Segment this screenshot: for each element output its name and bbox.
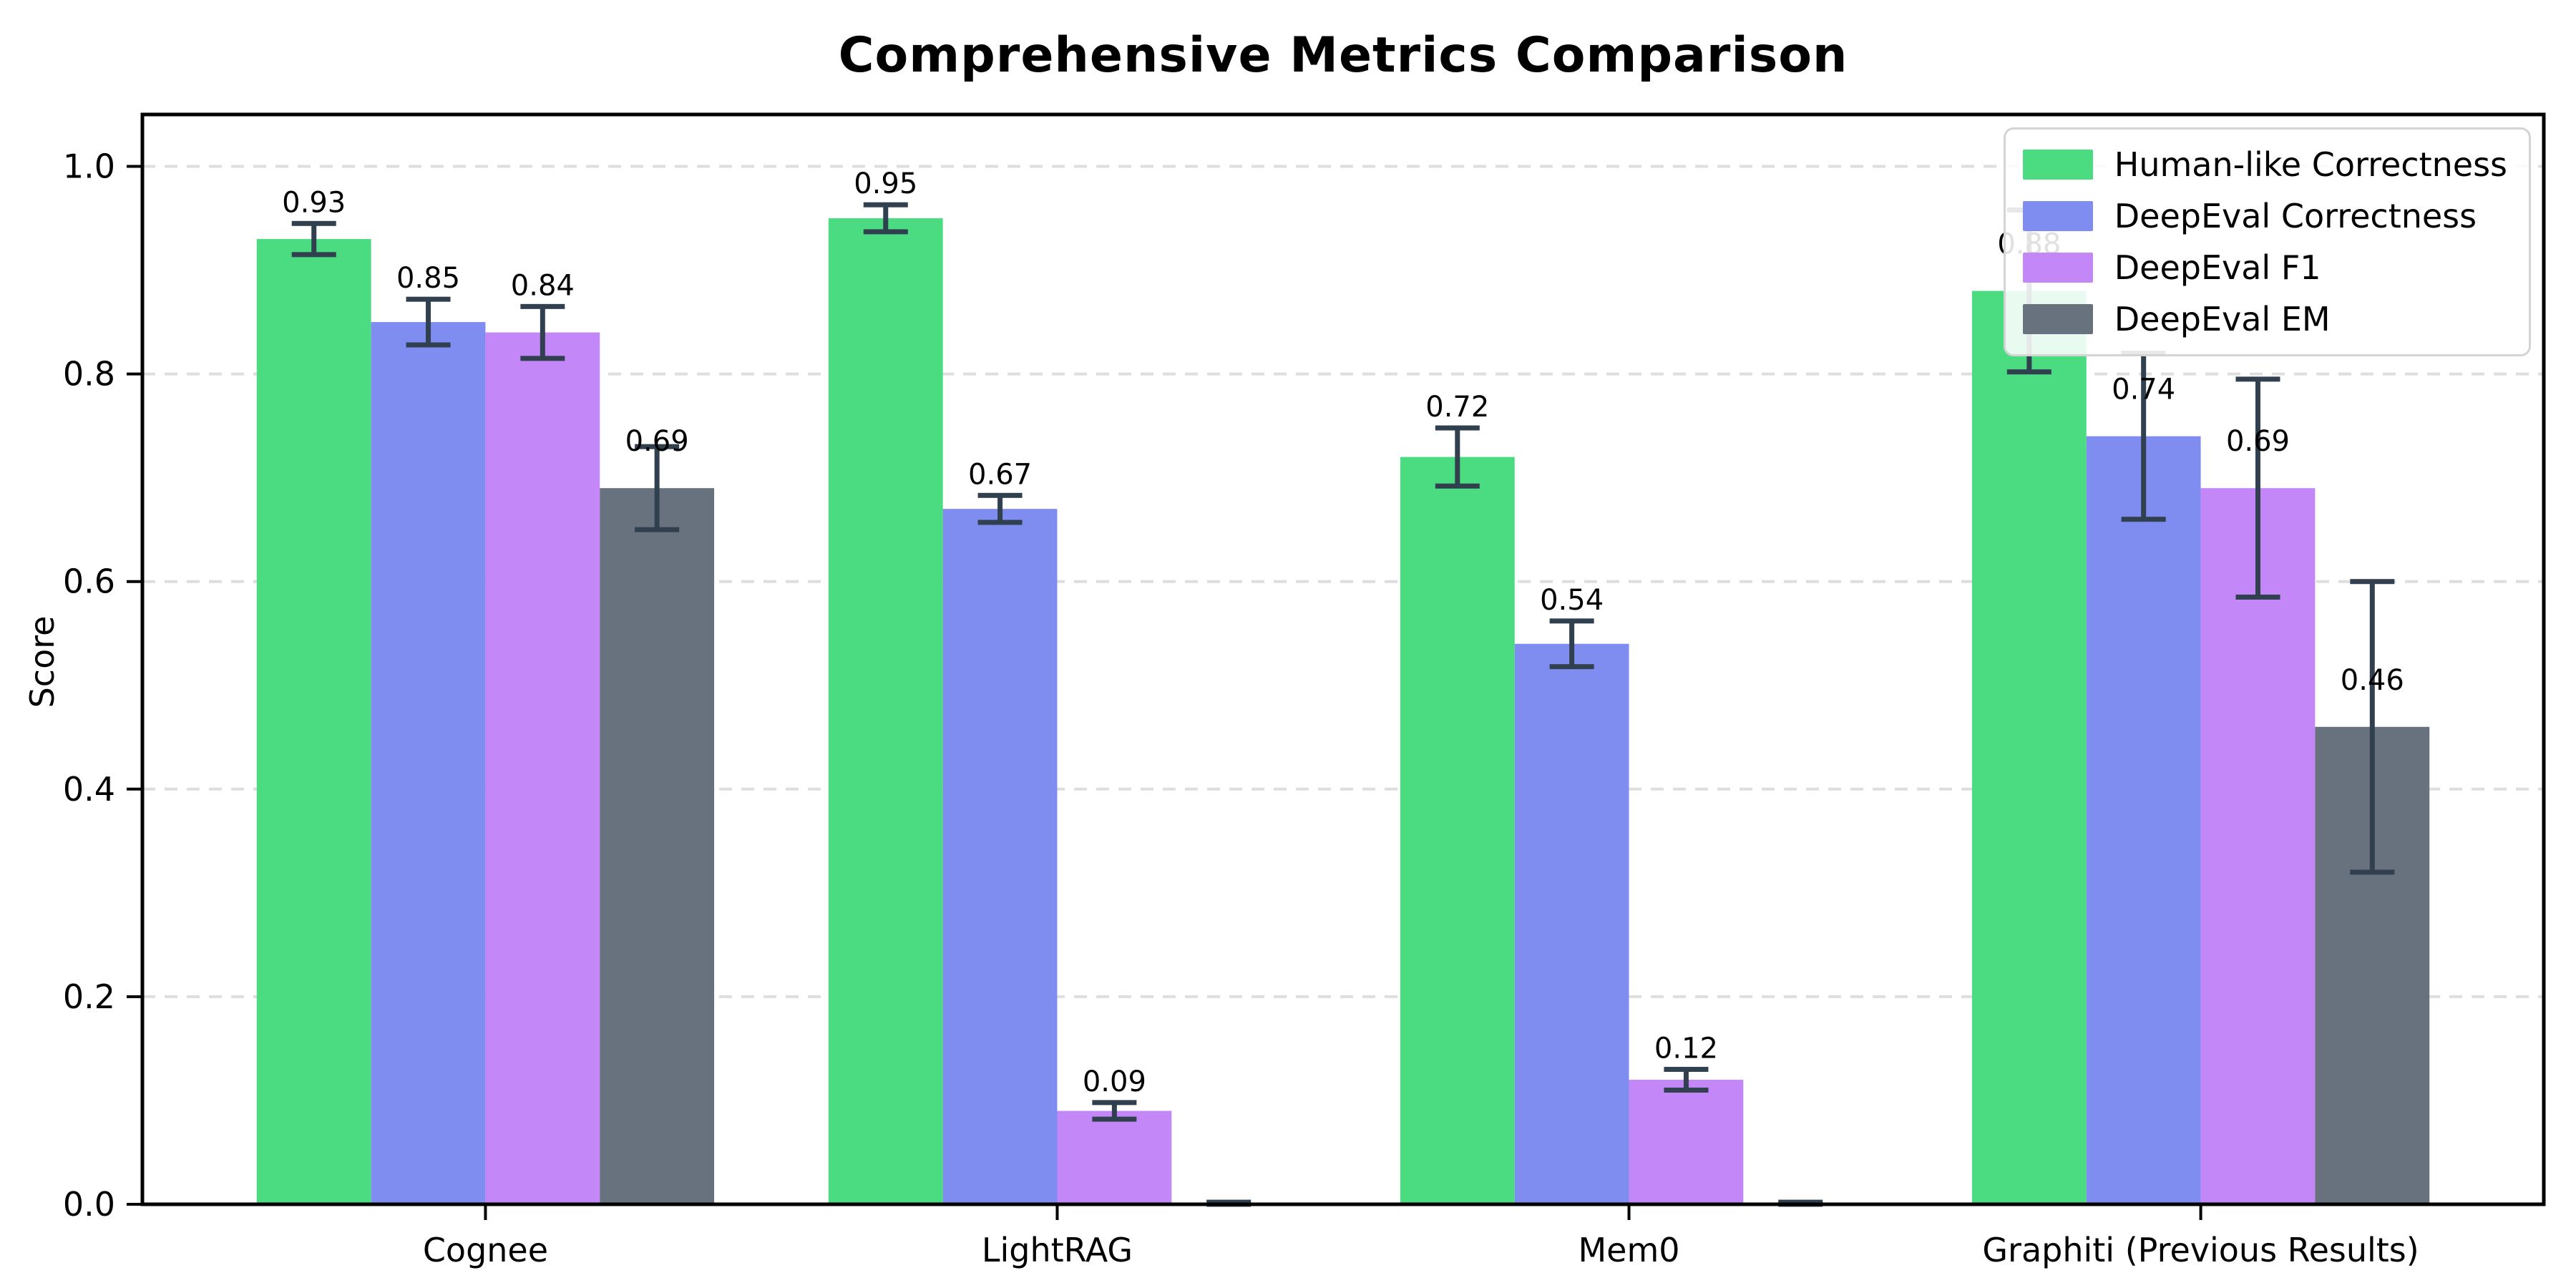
chart-title: Comprehensive Metrics Comparison xyxy=(838,27,1848,84)
legend-swatch-icon xyxy=(2022,253,2093,283)
error-bar-cap-top xyxy=(1549,618,1594,624)
error-bar-cap-top xyxy=(1092,1100,1137,1106)
x-category-label: Mem0 xyxy=(1578,1231,1679,1269)
bar-value-label: 0.54 xyxy=(1540,584,1604,617)
legend-swatch-icon xyxy=(2022,304,2093,334)
error-bar-cap-bottom xyxy=(520,356,565,361)
bar xyxy=(828,218,943,1204)
plot-border xyxy=(140,112,2546,1206)
bar-value-label: 0.69 xyxy=(625,425,689,458)
bar-value-label: 0.85 xyxy=(396,262,460,295)
error-bar-cap-top xyxy=(863,202,908,208)
legend-label: DeepEval EM xyxy=(2114,300,2331,338)
legend: Human-like Correctness DeepEval Correctne… xyxy=(2003,127,2531,356)
bar-value-label: 0.93 xyxy=(282,186,346,219)
error-bar-cap-top xyxy=(977,492,1023,498)
error-bar-cap-bottom xyxy=(2006,369,2051,375)
bar xyxy=(485,332,600,1205)
error-bar-cap-top xyxy=(2235,376,2280,382)
bar xyxy=(600,488,715,1204)
y-tick-label: 0.8 xyxy=(63,355,115,394)
bars-layer xyxy=(256,218,2430,1205)
legend-swatch-icon xyxy=(2022,150,2093,180)
legend-item: DeepEval Correctness xyxy=(2022,195,2507,237)
error-bar-cap-bottom xyxy=(291,252,336,258)
legend-swatch-icon xyxy=(2022,201,2093,231)
y-tick-label: 0.2 xyxy=(63,977,115,1016)
bar-value-label: 0.72 xyxy=(1425,391,1489,424)
error-bar-cap-bottom xyxy=(1435,483,1480,489)
bar-value-label: 0.67 xyxy=(968,458,1032,491)
x-category-label: Graphiti (Previous Results) xyxy=(1982,1231,2419,1269)
bar xyxy=(942,509,1058,1204)
error-bar-cap-bottom xyxy=(1549,664,1594,670)
y-tick-label: 0.4 xyxy=(63,770,115,809)
error-bar-cap-top xyxy=(1664,1066,1709,1072)
bar xyxy=(2086,436,2201,1204)
legend-label: Human-like Correctness xyxy=(2114,145,2507,184)
x-category-label: Cognee xyxy=(423,1231,548,1269)
error-bar-cap-top xyxy=(291,220,336,226)
bar xyxy=(2200,488,2316,1204)
bar-value-label: 0.69 xyxy=(2226,425,2290,458)
error-bar-cap-bottom xyxy=(2350,869,2395,875)
y-tick-label: 0.0 xyxy=(63,1185,115,1224)
error-bar-cap-bottom xyxy=(1092,1116,1137,1122)
error-bar-cap-bottom xyxy=(977,519,1023,525)
legend-item: Human-like Correctness xyxy=(2022,144,2507,185)
bar xyxy=(1629,1079,1744,1204)
bar-value-label: 0.95 xyxy=(854,167,917,200)
error-bar-cap-bottom xyxy=(406,342,451,348)
axes-layer: 0.0 0.2 0.4 0.6 0.8 1.0 Cognee LightRAG Mem0 Grap… xyxy=(63,112,2546,1269)
error-bar-cap-bottom xyxy=(1664,1087,1709,1093)
error-bar-cap-top xyxy=(1435,425,1480,431)
error-bar-cap-bottom xyxy=(2121,517,2166,522)
bar xyxy=(1057,1111,1172,1204)
bar-value-label: 0.46 xyxy=(2341,664,2404,697)
bar-value-label: 0.09 xyxy=(1083,1065,1146,1098)
legend-label: DeepEval Correctness xyxy=(2114,197,2477,235)
legend-item: DeepEval EM xyxy=(2022,298,2507,340)
bar xyxy=(1514,643,1629,1204)
y-tick-label: 1.0 xyxy=(63,147,115,186)
error-bar-cap-top xyxy=(406,296,451,302)
x-category-label: LightRAG xyxy=(982,1231,1133,1269)
bar xyxy=(371,322,486,1205)
y-tick-label: 0.6 xyxy=(63,562,115,601)
error-bar-cap-bottom xyxy=(2235,594,2280,600)
error-bar-cap-top xyxy=(2350,579,2395,585)
bar-value-label: 0.84 xyxy=(511,269,575,302)
bar-value-label: 0.12 xyxy=(1654,1032,1718,1065)
error-bar-cap-bottom xyxy=(635,527,680,532)
bar-value-label: 0.74 xyxy=(2112,374,2175,406)
error-bar-cap-top xyxy=(635,444,680,449)
bar xyxy=(1971,291,2087,1205)
bar xyxy=(1400,457,1515,1204)
bar xyxy=(256,239,371,1204)
legend-label: DeepEval F1 xyxy=(2114,248,2321,287)
error-bar-cap-top xyxy=(520,303,565,309)
legend-item: DeepEval F1 xyxy=(2022,247,2507,288)
error-bar-cap-bottom xyxy=(863,229,908,235)
